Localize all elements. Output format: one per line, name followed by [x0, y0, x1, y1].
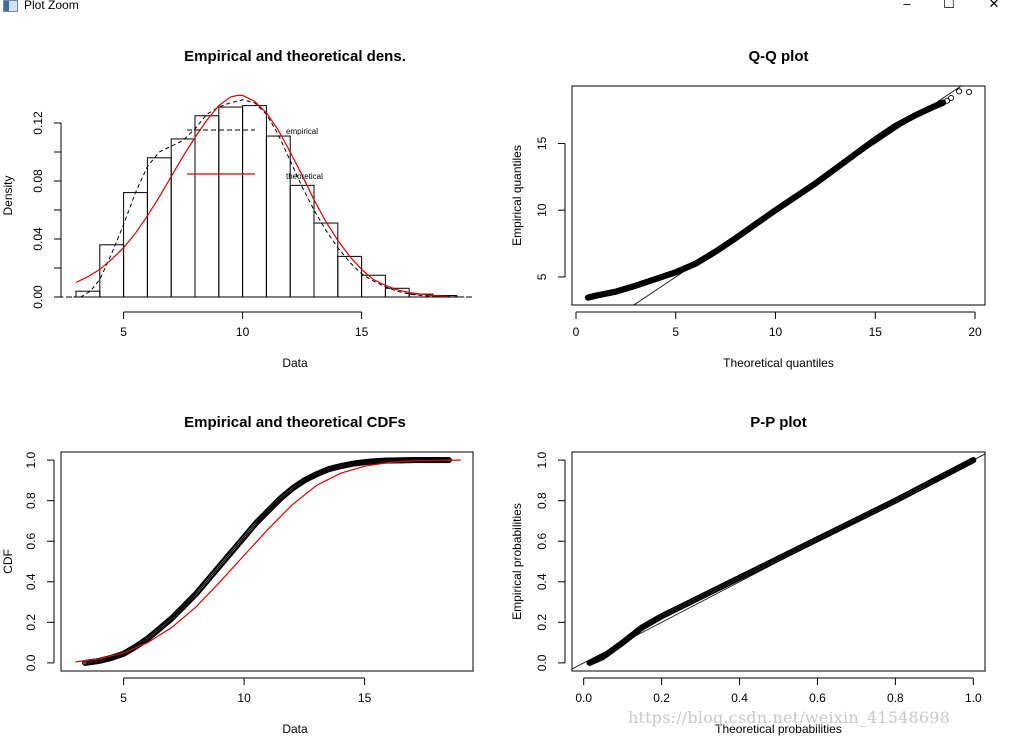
histogram-bar — [146, 157, 172, 298]
pp-x-tick-label: 0.6 — [809, 691, 826, 705]
window-title: Plot Zoom — [24, 0, 79, 12]
density-y-tick-label: 0.12 — [31, 111, 45, 135]
window-titlebar: Plot Zoom – ☐ ✕ — [0, 0, 1011, 14]
qq-y-tick-label: 15 — [535, 136, 549, 150]
watermark: https://blog.csdn.net/weixin_41548698 — [628, 708, 951, 727]
close-button[interactable]: ✕ — [988, 0, 1000, 11]
density-y-tick-label: 0.04 — [31, 227, 45, 251]
cdf-chart: Empirical and theoretical CDFs Data CDF 5 10… — [1, 414, 474, 736]
pp-title: P-P plot — [750, 414, 806, 431]
cdf-x-tick-label: 10 — [237, 691, 251, 705]
histogram-bar — [123, 192, 148, 298]
qq-point — [956, 88, 963, 95]
histogram-bar — [170, 138, 196, 298]
pp-y-tick-label: 0.0 — [535, 654, 549, 671]
qq-x-tick-label: 5 — [672, 325, 679, 339]
qq-frame — [571, 85, 986, 306]
histogram-bar — [289, 184, 315, 298]
pp-y-tick-label: 0.4 — [535, 573, 549, 590]
pp-frame — [571, 451, 986, 672]
density-x-tick-label: 10 — [236, 325, 250, 339]
histogram-bar — [242, 105, 267, 298]
cdf-title: Empirical and theoretical CDFs — [184, 414, 406, 431]
qq-xlabel: Theoretical quantiles — [723, 356, 834, 370]
qq-x-tick-label: 15 — [869, 325, 883, 339]
cdf-xlabel: Data — [282, 722, 308, 736]
histogram-bar — [361, 274, 386, 298]
pp-x-tick-label: 0.8 — [887, 691, 904, 705]
qq-chart: Q-Q plot Theoretical quantiles Empirical q… — [510, 48, 986, 370]
qq-title: Q-Q plot — [749, 48, 809, 65]
cdf-frame — [60, 451, 474, 672]
pp-x-tick-label: 0.4 — [731, 691, 748, 705]
cdf-empirical-point — [190, 592, 197, 600]
cdf-y-tick-label: 0.2 — [24, 614, 38, 631]
qq-point — [965, 88, 973, 96]
pp-y-tick-label: 0.2 — [535, 614, 549, 631]
pp-point — [970, 457, 977, 464]
pp-y-tick-label: 0.6 — [535, 533, 549, 550]
density-x-tick-label: 15 — [355, 325, 369, 339]
qq-point — [948, 94, 955, 102]
pp-x-tick-label: 0.2 — [653, 691, 670, 705]
density-y-tick-label: 0.08 — [31, 169, 45, 193]
chart-window-icon — [3, 0, 18, 12]
legend-theoretical-label: theoretical — [286, 172, 323, 181]
density-theoretical-curve — [75, 94, 448, 297]
density-x-tick-label: 5 — [120, 325, 127, 339]
cdf-x-tick-label: 5 — [120, 691, 127, 705]
legend-empirical-label: empirical — [286, 127, 318, 136]
cdf-y-tick-label: 0.6 — [24, 533, 38, 550]
minimize-button[interactable]: – — [903, 0, 911, 11]
histogram-bar — [337, 255, 363, 298]
qq-ylabel: Empirical quantiles — [510, 145, 524, 246]
qq-y-tick-label: 5 — [535, 273, 549, 280]
cdf-theoretical-curve — [75, 459, 462, 663]
cdf-y-tick-label: 0.0 — [24, 654, 38, 671]
pp-x-tick-label: 0.0 — [575, 691, 592, 705]
cdf-y-tick-label: 1.0 — [24, 451, 38, 468]
density-y-tick-label: 0.00 — [31, 285, 45, 309]
density-chart: Empirical and theoretical dens. Data Densi… — [1, 48, 473, 370]
density-ylabel: Density — [1, 175, 15, 215]
maximize-button[interactable]: ☐ — [943, 0, 955, 11]
density-xlabel: Data — [282, 356, 308, 370]
qq-x-tick-label: 20 — [968, 325, 982, 339]
qq-x-tick-label: 0 — [573, 325, 580, 339]
pp-y-tick-label: 1.0 — [535, 451, 549, 468]
cdf-ylabel: CDF — [1, 549, 15, 574]
density-empirical-curve — [59, 99, 467, 298]
pp-x-tick-label: 1.0 — [965, 691, 982, 705]
pp-xlabel: Theoretical probabilities — [715, 722, 842, 736]
pp-y-tick-label: 0.8 — [535, 492, 549, 509]
pp-chart: P-P plot Theoretical probabilities Empiric… — [510, 414, 986, 736]
cdf-y-tick-label: 0.4 — [24, 573, 38, 590]
histogram-bar — [265, 135, 291, 298]
qq-y-tick-label: 10 — [535, 203, 549, 217]
pp-ylabel: Empirical probabilities — [510, 503, 524, 620]
cdf-x-tick-label: 15 — [358, 691, 372, 705]
cdf-y-tick-label: 0.8 — [24, 492, 38, 509]
histogram-bar — [194, 115, 220, 298]
histogram-bar — [218, 106, 244, 298]
histogram-bar — [75, 290, 101, 298]
qq-x-tick-label: 10 — [769, 325, 783, 339]
density-title: Empirical and theoretical dens. — [184, 48, 406, 65]
